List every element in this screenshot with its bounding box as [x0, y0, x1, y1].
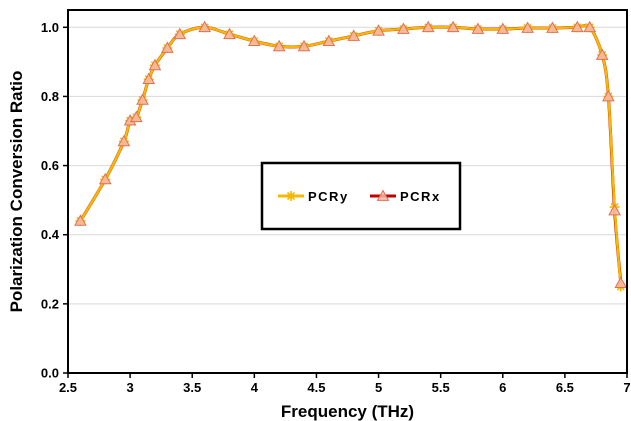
legend-label-pcrx: PCRx — [400, 189, 441, 204]
x-tick-label: 4 — [251, 380, 259, 395]
y-tick-label: 0.0 — [41, 366, 59, 381]
pcrx-point — [602, 89, 615, 102]
pcrx-point — [496, 22, 510, 34]
pcrx-point — [74, 214, 87, 226]
pcrx-point — [173, 27, 187, 40]
pcry-markers — [75, 22, 626, 292]
pcrx-point — [161, 41, 174, 53]
pcrx-point — [198, 20, 211, 33]
pcrx-point — [98, 172, 112, 185]
pcrx-point — [272, 39, 286, 52]
x-tick-label: 5.5 — [432, 380, 450, 395]
pcrx-point — [117, 134, 131, 147]
legend-item-pcry: PCRy — [278, 189, 349, 204]
pcry-point — [286, 191, 296, 201]
pcrx-point — [247, 34, 261, 47]
pcrx-point — [372, 24, 385, 36]
x-tick-label: 5 — [375, 380, 382, 395]
legend-item-pcrx: PCRx — [370, 189, 441, 204]
y-tick-label: 1.0 — [41, 20, 59, 35]
pcrx-point — [223, 27, 236, 40]
pcrx-point — [570, 20, 584, 33]
pcrx-point — [297, 39, 311, 52]
pcrx-point — [446, 20, 460, 33]
x-axis-ticks: 2.5 3 3.5 4 4.5 5 5.5 6 6.5 7 — [59, 373, 631, 395]
y-tick-label: 0.8 — [41, 89, 59, 104]
legend: PCRy PCRx — [260, 161, 462, 231]
x-tick-label: 6.5 — [556, 380, 574, 395]
x-tick-label: 2.5 — [59, 380, 77, 395]
pcry-line — [79, 23, 623, 288]
pcrx-markers — [74, 20, 628, 289]
pcrx-point — [322, 34, 336, 47]
legend-label-pcry: PCRy — [308, 189, 349, 204]
pcrx-point — [148, 58, 162, 71]
pcrx-point — [129, 110, 143, 123]
x-tick-label: 4.5 — [307, 380, 325, 395]
pcrx-point — [471, 22, 485, 34]
x-tick-label: 3.5 — [183, 380, 201, 395]
y-tick-label: 0.4 — [41, 227, 60, 242]
pcrx-point — [136, 93, 149, 105]
pcrx-line — [78, 23, 623, 285]
pcrx-point — [421, 20, 435, 33]
series-layer — [74, 20, 628, 292]
y-axis-label: Polarization Conversion Ratio — [7, 71, 26, 313]
pcrx-point — [583, 20, 597, 33]
pcrx-point — [521, 21, 534, 33]
x-tick-label: 7 — [623, 380, 630, 395]
y-tick-label: 0.2 — [41, 296, 59, 311]
pcrx-point — [142, 72, 156, 85]
pcrx-point — [546, 21, 559, 33]
x-axis-label: Frequency (THz) — [281, 402, 414, 421]
pcrx-point — [347, 29, 361, 41]
pcrx-point — [397, 22, 410, 34]
pcrx-point — [614, 276, 628, 289]
pcrx-point — [608, 203, 621, 216]
y-tick-label: 0.6 — [41, 158, 59, 173]
plot-frame — [67, 9, 628, 374]
pcrx-point — [595, 48, 609, 60]
pcrx-point — [376, 189, 390, 201]
x-tick-label: 3 — [126, 380, 133, 395]
x-tick-label: 6 — [499, 380, 506, 395]
y-axis-ticks: 0.0 0.2 0.4 0.6 0.8 1.0 — [41, 20, 68, 381]
